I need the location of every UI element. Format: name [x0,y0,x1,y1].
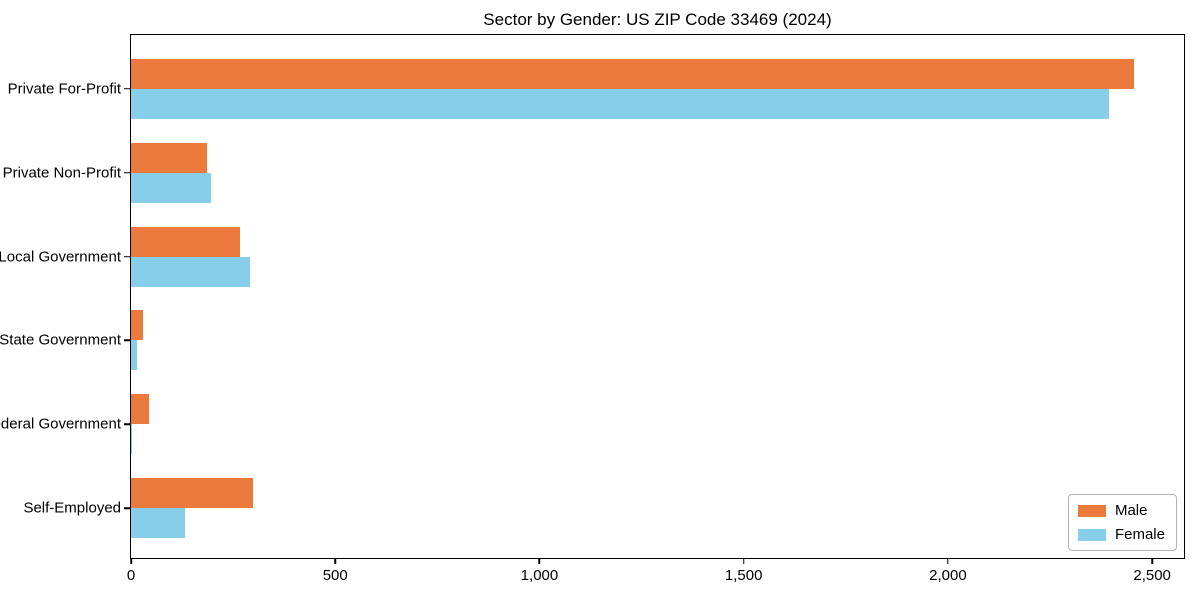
bar-female-self-employed [131,508,185,539]
x-axis-tick-label: 1,000 [520,567,559,584]
x-axis-tick [538,558,541,564]
bar-female-private-for-profit [131,88,1110,119]
bar-male-local-government [131,226,241,257]
legend-label-female: Female [1114,526,1165,543]
category-row-self-employed: Self-Employed [23,466,1184,550]
legend-swatch-female [1077,528,1106,541]
bar-male-private-non-profit [131,142,207,173]
category-label-local-government: Local Government [0,248,121,266]
legend-label-male: Male [1114,502,1148,519]
y-axis-tick [123,255,130,258]
bar-male-private-for-profit [131,58,1134,89]
legend-swatch-male [1077,504,1106,517]
y-axis-tick [123,339,130,342]
bar-female-private-non-profit [131,172,212,203]
x-axis-tick [742,558,745,564]
category-row-private-for-profit: Private For-Profit [8,47,1184,131]
y-axis-tick [123,507,130,509]
category-label-federal-government: Federal Government [0,415,121,433]
category-label-state-government: State Government [0,331,121,349]
category-label-private-non-profit: Private Non-Profit [2,164,121,182]
legend-entry-male: Male [1077,502,1165,519]
legend-entry-female: Female [1077,526,1165,543]
bar-female-state-government [131,340,138,371]
x-axis-tick [1151,558,1153,564]
x-axis-tick [947,558,949,564]
bar-female-federal-government [131,424,132,455]
bar-male-self-employed [131,478,253,509]
category-label-self-employed: Self-Employed [23,499,121,517]
x-axis-tick-label: 2,500 [1133,567,1171,584]
category-row-private-non-profit: Private Non-Profit [3,131,1184,215]
bar-male-federal-government [131,394,150,425]
bar-male-state-government [131,310,143,341]
x-axis-tick-label: 1,500 [724,567,763,584]
category-row-local-government: Local Government [0,215,1184,299]
plot-rows: Private For-Profit Private Non-Profit Loca… [0,35,1184,558]
x-axis-tick-label: 2,000 [929,567,967,584]
y-axis-tick [123,423,130,425]
category-row-federal-government: Federal Government [0,382,1184,466]
y-axis-tick [123,88,130,90]
category-row-state-government: State Government [0,298,1184,382]
x-axis-tick [130,558,132,564]
legend: Male Female [1067,494,1177,551]
plot-area: Private For-Profit Private Non-Profit Loca… [0,34,1185,584]
bar-female-local-government [131,256,250,287]
category-label-private-for-profit: Private For-Profit [7,80,121,98]
x-axis-tick-label: 500 [322,567,348,584]
x-axis-tick [334,558,336,564]
x-axis-tick-label: 0 [126,567,136,584]
chart-title: Sector by Gender: US ZIP Code 33469 (202… [483,10,832,29]
y-axis-tick [123,171,130,174]
